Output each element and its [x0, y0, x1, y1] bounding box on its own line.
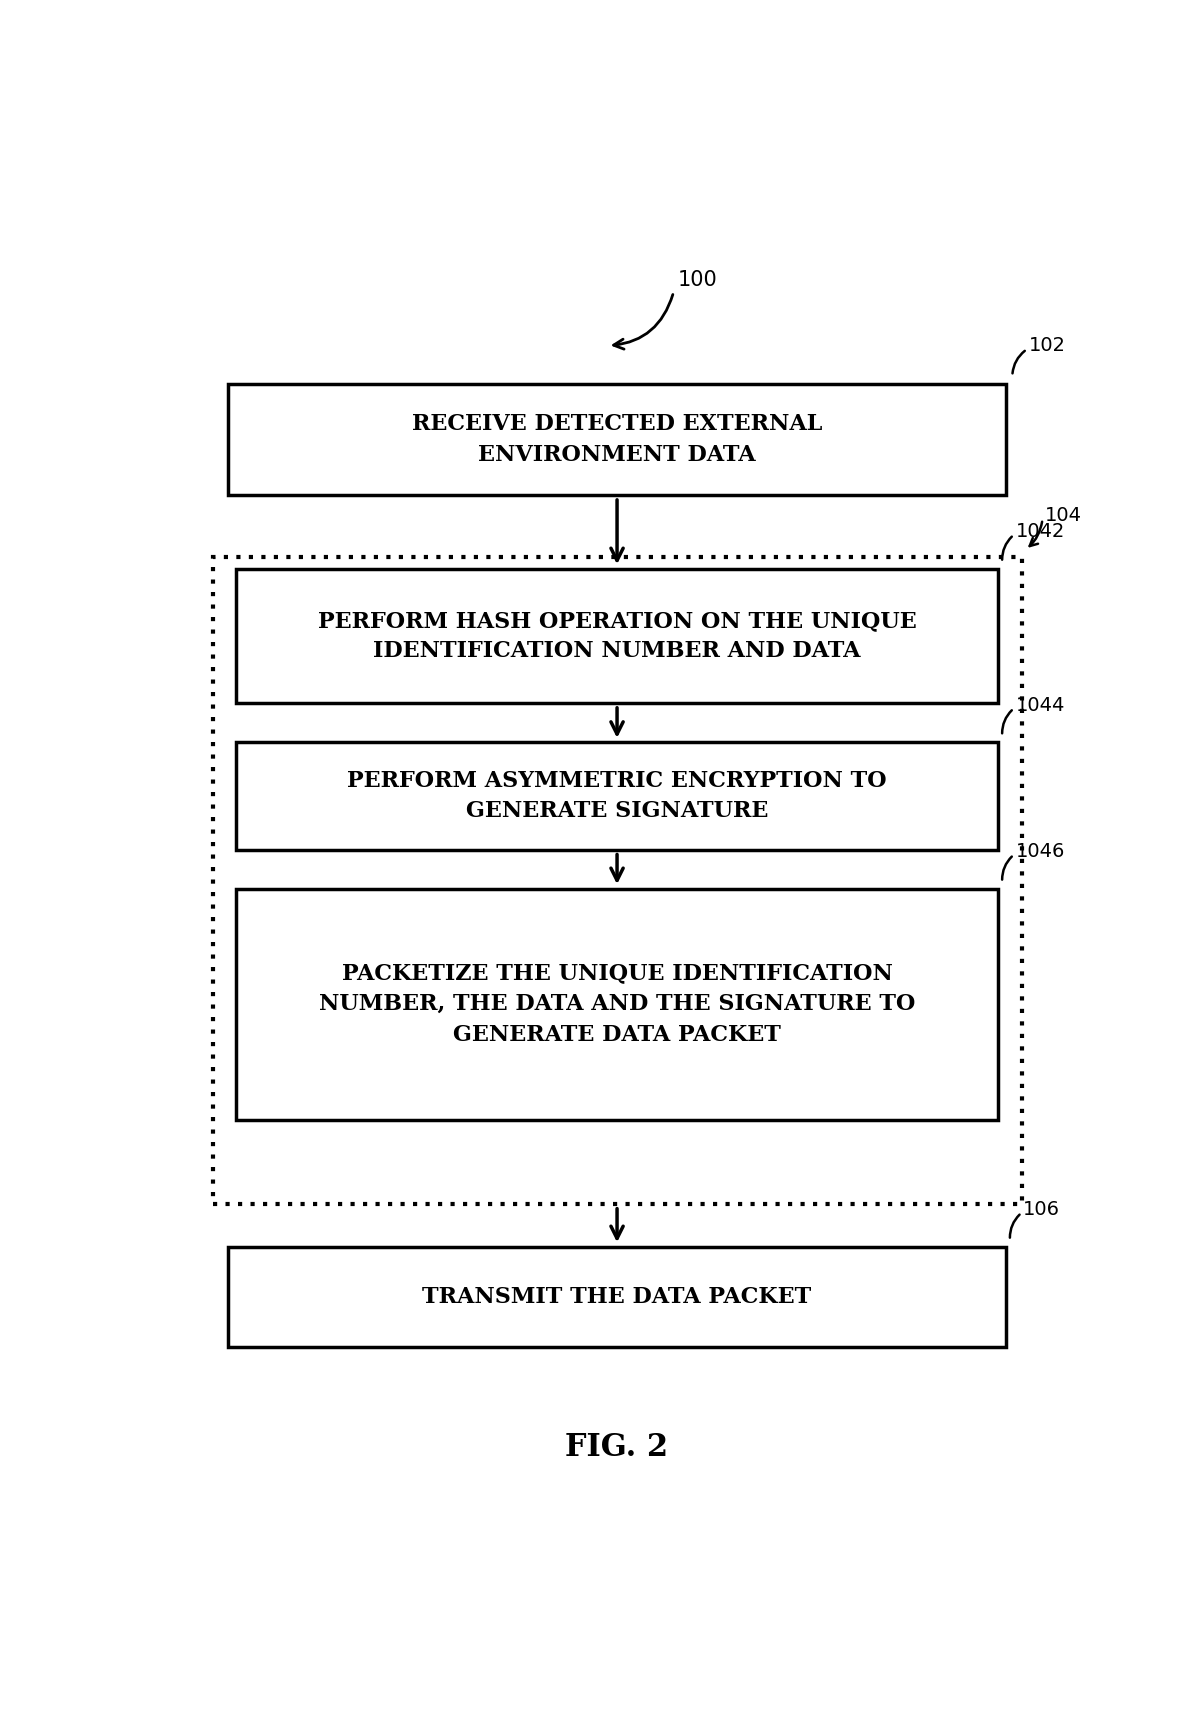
Text: RECEIVE DETECTED EXTERNAL
ENVIRONMENT DATA: RECEIVE DETECTED EXTERNAL ENVIRONMENT DA…: [412, 414, 822, 466]
Bar: [228, 383, 1007, 495]
Text: PERFORM ASYMMETRIC ENCRYPTION TO
GENERATE SIGNATURE: PERFORM ASYMMETRIC ENCRYPTION TO GENERAT…: [347, 770, 887, 822]
Bar: [228, 1246, 1007, 1346]
Text: FIG. 2: FIG. 2: [566, 1433, 668, 1464]
Bar: [212, 557, 1022, 1205]
Text: 104: 104: [1045, 506, 1082, 525]
Text: 100: 100: [678, 271, 718, 290]
Text: 106: 106: [1023, 1200, 1061, 1219]
Text: PERFORM HASH OPERATION ON THE UNIQUE
IDENTIFICATION NUMBER AND DATA: PERFORM HASH OPERATION ON THE UNIQUE IDE…: [318, 609, 916, 663]
Bar: [236, 889, 998, 1120]
Text: TRANSMIT THE DATA PACKET: TRANSMIT THE DATA PACKET: [423, 1286, 811, 1308]
Text: 1044: 1044: [1015, 696, 1064, 715]
Bar: [236, 568, 998, 704]
Text: PACKETIZE THE UNIQUE IDENTIFICATION
NUMBER, THE DATA AND THE SIGNATURE TO
GENERA: PACKETIZE THE UNIQUE IDENTIFICATION NUMB…: [319, 963, 915, 1046]
Text: 1042: 1042: [1015, 523, 1064, 542]
Text: 1046: 1046: [1015, 842, 1064, 861]
Bar: [236, 742, 998, 851]
Text: 102: 102: [1029, 337, 1067, 356]
